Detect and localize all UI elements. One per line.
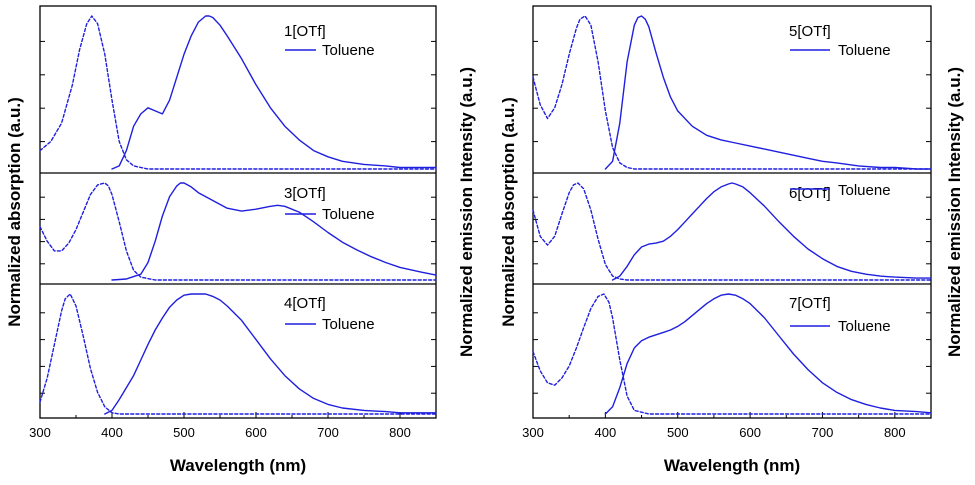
absorption-curve-6otf [532,182,932,281]
legend-label: Toluene [322,42,375,59]
x-tick-label: 700 [812,425,834,440]
x-tick-label: 300 [522,425,544,440]
x-tick-label: 500 [173,425,195,440]
x-tick-label: 800 [389,425,411,440]
right-plot-frame [532,5,932,419]
x-tick-label: 400 [101,425,123,440]
left-x-tick-labels: 300 400 500 600 700 800 [29,425,411,440]
x-tick-label: 600 [245,425,267,440]
panel-label: 1[OTf] [284,23,326,40]
emission-curve-7otf [604,293,932,415]
emission-curve-5otf [604,15,932,170]
absorption-curve-4otf [39,293,437,415]
right-x-tick-labels: 300 400 500 600 700 800 [522,425,906,440]
left-y-axis-title: Normalized absorption (a.u.) [5,97,24,327]
right-plot: 300 400 500 600 700 800 Wavelength (nm) … [499,5,964,475]
right-y-axis-title: Normalized emission Intensity (a.u.) [945,67,964,357]
panel-label: 5[OTf] [789,23,831,40]
right-plot-left-y-axis-title: Normalized absorption (a.u.) [499,97,518,327]
panel-label: 6[OTf] [789,185,831,202]
right-x-axis-title: Wavelength (nm) [664,456,800,475]
absorption-curve-3otf [39,182,437,281]
left-x-axis-title: Wavelength (nm) [170,456,306,475]
panel-legend-1: 1[OTf] Toluene [284,23,375,59]
x-tick-label: 400 [595,425,617,440]
panel-label: 7[OTf] [789,295,831,312]
panel-label: 3[OTf] [284,185,326,202]
left-plot-right-y-axis-title: Normalized emission Intensity (a.u.) [457,67,476,357]
x-tick-label: 700 [317,425,339,440]
emission-curve-1otf [111,15,437,170]
x-tick-label: 500 [667,425,689,440]
right-plot-ticks [532,40,932,418]
legend-label: Toluene [322,316,375,333]
legend-label: Toluene [838,42,891,59]
absorption-curve-7otf [532,293,932,415]
emission-curve-3otf [111,182,437,281]
emission-curve-6otf [611,182,932,281]
legend-label: Toluene [838,318,891,335]
emission-curve-4otf [104,293,437,415]
absorption-curve-1otf [39,15,437,170]
legend-label: Toluene [838,182,891,199]
panel-legend-7: 7[OTf] Toluene [789,295,891,335]
panel-legend-3: 3[OTf] Toluene [284,185,375,223]
absorption-curve-5otf [532,15,932,170]
left-curves [39,15,437,415]
left-plot: 300 400 500 600 700 800 Wavelength (nm) … [5,5,476,475]
x-tick-label: 300 [29,425,51,440]
legend-label: Toluene [322,206,375,223]
right-curves [532,15,932,415]
x-tick-label: 600 [739,425,761,440]
panel-label: 4[OTf] [284,295,326,312]
left-plot-frame [39,5,437,419]
panel-legend-4: 4[OTf] Toluene [284,295,375,333]
panel-legend-6: 6[OTf] Toluene [789,182,891,202]
left-plot-ticks [39,40,437,418]
panel-legend-5: 5[OTf] Toluene [789,23,891,59]
x-tick-label: 800 [884,425,906,440]
